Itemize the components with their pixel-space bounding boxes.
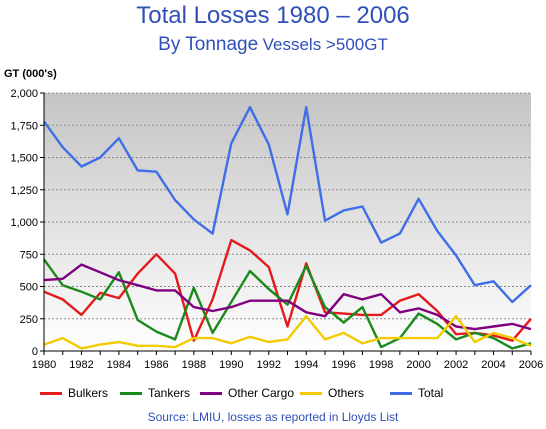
x-tick-label: 1986 xyxy=(144,359,168,371)
legend-label: Tankers xyxy=(148,386,191,400)
legend-label: Other Cargo xyxy=(228,386,295,400)
x-tick-label: 1992 xyxy=(257,359,281,371)
x-tick-label: 2002 xyxy=(444,359,468,371)
legend-item-others: Others xyxy=(300,384,364,402)
y-tick-label: 0 xyxy=(32,346,38,358)
legend-swatch xyxy=(120,391,142,395)
axes: 0 250 500 750 1,000 1,250 1,500 1,750 2,000 1980 1… xyxy=(10,88,543,371)
legend-swatch xyxy=(40,391,62,395)
legend-item-tankers: Tankers xyxy=(120,384,190,402)
y-tick-label: 1,500 xyxy=(10,153,38,165)
y-tick-label: 750 xyxy=(20,249,38,261)
legend-label: Total xyxy=(418,386,444,400)
legend: Bulkers Tankers Other Cargo Others Total xyxy=(40,384,540,402)
x-tick-label: 1996 xyxy=(331,359,355,371)
subtitle-tonnage: By Tonnage xyxy=(158,34,259,55)
y-tick-label: 1,750 xyxy=(10,120,38,132)
series-line-total xyxy=(43,105,532,304)
y-axis-label: GT (000's) xyxy=(4,68,57,80)
x-tick-label: 2000 xyxy=(406,359,430,371)
legend-swatch xyxy=(300,391,322,395)
legend-item-other-cargo: Other Cargo xyxy=(200,384,294,402)
x-tick-label: 1980 xyxy=(32,359,56,371)
y-tick-label: 1,250 xyxy=(10,185,38,197)
x-tick-label: 1998 xyxy=(369,359,393,371)
legend-swatch xyxy=(200,391,222,395)
legend-swatch xyxy=(390,391,412,395)
y-tick-label: 500 xyxy=(20,282,38,294)
y-tick-label: 1,000 xyxy=(10,217,38,229)
legend-label: Bulkers xyxy=(68,386,109,400)
series-lines xyxy=(43,105,532,350)
x-tick-label: 1982 xyxy=(69,359,93,371)
y-tick-label: 2,000 xyxy=(10,88,38,100)
x-tick-label: 1990 xyxy=(219,359,243,371)
series-line-tankers xyxy=(43,258,532,350)
source-note: Source: LMIU, losses as reported in Lloy… xyxy=(147,410,399,424)
y-tick-label: 250 xyxy=(20,314,38,326)
legend-item-bulkers: Bulkers xyxy=(40,384,108,402)
legend-label: Others xyxy=(328,386,365,400)
x-tick-label: 2004 xyxy=(481,359,505,371)
x-tick-label: 1984 xyxy=(107,359,131,371)
chart-subtitle: By Tonnage Vessels >500GT xyxy=(0,34,546,57)
x-tick-label: 1994 xyxy=(294,359,318,371)
chart-title: Total Losses 1980 – 2006 xyxy=(136,2,410,29)
subtitle-vessels: Vessels >500GT xyxy=(262,35,388,54)
x-tick-label: 1988 xyxy=(182,359,206,371)
x-tick-label: 2006 xyxy=(519,359,543,371)
legend-item-total: Total xyxy=(390,384,443,402)
series-line-others xyxy=(43,315,532,350)
